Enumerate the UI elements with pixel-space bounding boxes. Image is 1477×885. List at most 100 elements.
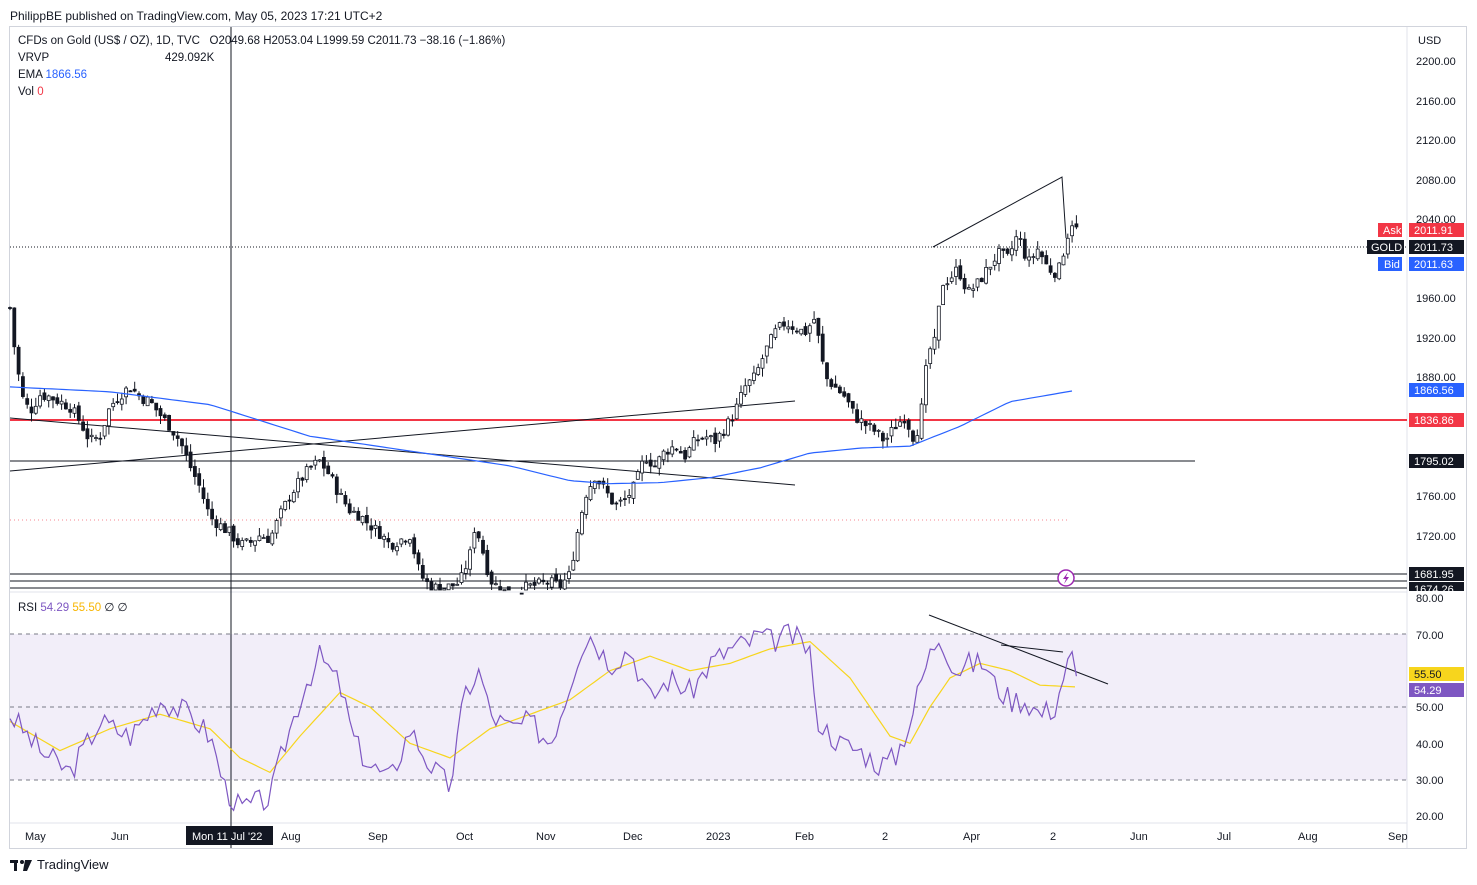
candle-up: [971, 288, 976, 291]
candle-up: [635, 471, 640, 480]
candle-down: [1005, 248, 1010, 254]
rsi-ma-tag: 55.50: [1414, 669, 1442, 681]
candle-down: [541, 579, 546, 583]
candle-down: [192, 466, 197, 477]
candle-up: [124, 387, 128, 398]
price-tick: 1760.00: [1416, 491, 1456, 503]
candle-down: [175, 435, 180, 439]
candle-down: [700, 437, 705, 440]
rsi-ma-tag-box: [1409, 667, 1464, 681]
candle-down: [829, 379, 834, 387]
candle-down: [532, 581, 537, 586]
candle-down: [223, 523, 227, 534]
candle-up: [571, 559, 576, 571]
candle-up: [304, 466, 309, 481]
candle-down: [795, 330, 799, 333]
candle-up: [455, 583, 460, 586]
candle-down: [326, 465, 331, 475]
candle-down: [1001, 248, 1006, 251]
candle-up: [1031, 256, 1036, 258]
candle-up: [936, 305, 941, 341]
candle-up: [72, 407, 77, 414]
candle-down: [416, 552, 421, 565]
candle-down: [648, 459, 653, 467]
candle-up: [296, 478, 301, 493]
candle-up: [1018, 238, 1023, 240]
candle-up: [119, 398, 124, 405]
candle-down: [309, 465, 313, 468]
candle-down: [171, 431, 176, 436]
time-label: Dec: [623, 831, 643, 843]
candle-down: [25, 398, 30, 405]
tradingview-wordmark: TradingView: [37, 857, 109, 872]
rsi-legend[interactable]: RSI 54.29 55.50 ∅ ∅: [18, 600, 128, 614]
candle-up: [704, 436, 709, 440]
candle-down: [506, 586, 511, 591]
candle-up: [1027, 256, 1031, 261]
price-tick: 1720.00: [1416, 531, 1456, 543]
candle-up: [949, 277, 954, 282]
vrvp-legend[interactable]: VRVP 429.092K: [18, 52, 214, 64]
candle-down: [1044, 255, 1049, 265]
candle-down: [347, 503, 352, 514]
candle-down: [55, 397, 60, 404]
candle-down: [180, 438, 184, 447]
candle-down: [678, 451, 683, 454]
candle-down: [68, 409, 73, 413]
candle-down: [979, 277, 984, 283]
rising-wedge-top: [932, 176, 1067, 248]
candle-down: [623, 498, 627, 500]
ema-legend[interactable]: EMA 1866.56: [18, 69, 87, 81]
candle-up: [984, 266, 988, 284]
vol-legend[interactable]: Vol 0: [18, 86, 44, 98]
tradingview-logo[interactable]: TradingView: [10, 857, 109, 872]
rsi-tick: 20.00: [1416, 811, 1444, 823]
candle-down: [184, 445, 189, 456]
candle-down: [321, 457, 326, 469]
descending-trendline: [9, 417, 796, 486]
candle-down: [554, 574, 558, 582]
chart-frame: [9, 26, 1467, 849]
candle-up: [89, 434, 94, 438]
candle-down: [132, 388, 137, 392]
candle-down: [790, 326, 795, 330]
candle-up: [382, 535, 387, 540]
gold-label-box: [1367, 240, 1404, 254]
candle-down: [20, 376, 25, 397]
candle-up: [339, 493, 344, 495]
candle-down: [205, 498, 210, 510]
time-label: Aug: [281, 831, 301, 843]
candle-down: [162, 414, 167, 419]
candle-down: [1048, 265, 1053, 273]
ask-value: 2011.91: [1414, 225, 1453, 237]
candle-down: [850, 400, 855, 409]
candle-up: [567, 571, 571, 579]
rsi-line: [9, 623, 1077, 812]
candle-down: [476, 531, 481, 539]
ask-value-box: [1409, 223, 1464, 237]
candle-down: [820, 333, 825, 362]
candle-down: [12, 307, 17, 348]
time-label: Aug: [1298, 831, 1318, 843]
vrvp-label: VRVP: [18, 52, 50, 64]
gold-value-box: [1409, 240, 1464, 254]
candle-down: [498, 586, 503, 591]
candle-up: [734, 403, 739, 420]
ema-line: [9, 386, 1073, 485]
candle-down: [696, 439, 700, 442]
candle-down: [833, 383, 838, 388]
candle-up: [997, 248, 1001, 264]
candle-down: [158, 408, 163, 417]
time-label: Oct: [456, 831, 473, 843]
candle-down: [390, 542, 395, 550]
candle-down: [485, 549, 490, 576]
candle-down: [231, 525, 236, 542]
rsi-ma-line: [9, 640, 1076, 774]
candle-down: [377, 526, 382, 539]
candle-down: [614, 502, 619, 505]
rsi-divergence-line-2: [1000, 644, 1064, 653]
ema-value: 1866.56: [45, 69, 88, 81]
symbol-legend[interactable]: CFDs on Gold (US$ / OZ), 1D, TVC O2049.6…: [18, 35, 505, 47]
low-line-tag-2: 1674.26: [1414, 584, 1454, 596]
